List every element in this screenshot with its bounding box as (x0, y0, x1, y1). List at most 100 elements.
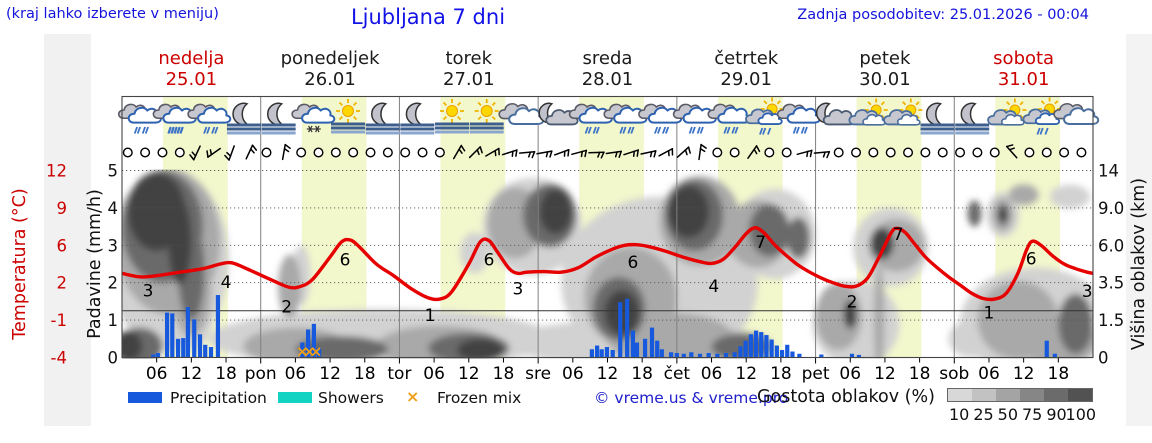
svg-text:18: 18 (493, 364, 515, 384)
sun-rain-icon (1022, 97, 1062, 135)
svg-text:06: 06 (701, 364, 723, 384)
wind-barb-icon (452, 144, 466, 160)
wind-calm-icon (261, 147, 272, 158)
svg-text:06: 06 (562, 364, 584, 384)
wind-barb-icon (485, 147, 500, 157)
sun-rain-icon (745, 97, 784, 135)
wind-calm-icon (712, 147, 723, 158)
rain-icon (672, 103, 717, 134)
day-header: petek 30.01 (816, 48, 955, 90)
svg-text:3: 3 (108, 236, 119, 255)
cloud-density-step (996, 389, 1020, 401)
precipitation-bars (151, 295, 1057, 358)
day-date: 26.01 (304, 69, 356, 90)
svg-text:1: 1 (984, 304, 995, 324)
svg-text:14: 14 (1098, 162, 1119, 181)
svg-text:6: 6 (340, 250, 351, 270)
svg-text:6.0: 6.0 (1098, 236, 1124, 255)
svg-text:pet: pet (802, 364, 830, 384)
rain-icon (638, 103, 683, 134)
svg-text:9.0: 9.0 (1098, 199, 1124, 218)
precipitation-swatch (128, 392, 162, 403)
rain-icon (776, 103, 821, 134)
wind-calm-icon (157, 147, 168, 158)
svg-text:18: 18 (215, 364, 237, 384)
wind-calm-icon (122, 147, 133, 158)
sun-fog-icon (469, 99, 504, 134)
wind-calm-icon (729, 147, 740, 158)
wind-row (122, 143, 1087, 161)
svg-text:4: 4 (221, 273, 232, 293)
svg-text:6: 6 (484, 250, 495, 270)
cloud-density-step (1068, 389, 1092, 401)
svg-text:6: 6 (57, 236, 68, 255)
wind-barb-icon (796, 149, 813, 158)
wind-calm-icon (382, 147, 393, 158)
right-axis-strip (1126, 34, 1152, 426)
wind-calm-icon (833, 147, 844, 158)
wind-barb-icon (640, 150, 657, 158)
day-header: nedelja 25.01 (122, 48, 261, 90)
svg-text:12: 12 (319, 364, 341, 384)
svg-text:06: 06 (423, 364, 445, 384)
wind-calm-icon (417, 147, 428, 158)
wind-barb-icon (658, 147, 674, 157)
day-date: 25.01 (165, 69, 218, 90)
cloud-density-step (1020, 389, 1044, 401)
wind-calm-icon (1024, 147, 1035, 158)
svg-text:pon: pon (245, 364, 277, 384)
wind-barb-icon (605, 150, 622, 158)
sun-fog-icon (330, 99, 365, 134)
wind-barb-icon (747, 145, 761, 159)
svg-text:×: × (296, 343, 309, 361)
rain-icon (187, 103, 232, 134)
day-name: četrtek (714, 48, 779, 69)
frozen-mix-markers: ××× (296, 343, 322, 361)
cloudy-icon (1053, 103, 1100, 125)
bottom-axis: 06 12 18 06 12 18 06 12 18 06 12 18 06 12 18 06 12 18 06 12… (146, 357, 1070, 384)
svg-text:4: 4 (108, 199, 119, 218)
last-update: Zadnja posodobitev: 25.01.2026 - 00:04 (797, 7, 1089, 23)
wind-barb-icon (206, 147, 221, 158)
day-date: 29.01 (720, 69, 772, 90)
grid (122, 96, 1093, 358)
wind-calm-icon (868, 147, 879, 158)
svg-text:9: 9 (57, 199, 68, 218)
wind-calm-icon (972, 147, 983, 158)
svg-text:7: 7 (893, 225, 904, 245)
svg-text:1: 1 (108, 311, 119, 330)
wind-barb-icon (698, 143, 707, 161)
cloud-density-step-value: 75 (1021, 405, 1043, 424)
svg-text:06: 06 (839, 364, 861, 384)
svg-text:sre: sre (525, 364, 551, 384)
rain-icon (603, 103, 648, 134)
precipitation-axis-label: Padavine (mm/h) (85, 189, 105, 339)
copyright-link[interactable]: © vreme.us & vreme.pro (594, 389, 789, 407)
svg-text:12: 12 (458, 364, 480, 384)
svg-text:06: 06 (978, 364, 1000, 384)
sun-fog-icon (435, 99, 470, 134)
sun-cloud-icon (883, 98, 923, 126)
wind-calm-icon (296, 147, 307, 158)
wind-barb-icon (676, 146, 691, 158)
svg-text:06: 06 (146, 364, 168, 384)
wind-calm-icon (313, 147, 324, 158)
svg-text:18: 18 (909, 364, 931, 384)
svg-text:6: 6 (1026, 250, 1037, 270)
wind-calm-icon (330, 147, 341, 158)
frozen-mix-legend-label: Frozen mix (437, 389, 522, 407)
svg-text:18: 18 (770, 364, 792, 384)
svg-text:18: 18 (1048, 364, 1070, 384)
wind-barb-icon (189, 145, 201, 161)
cloud-density-gradient-bar (947, 388, 1093, 402)
svg-text:3: 3 (1082, 282, 1093, 302)
wind-calm-icon (885, 147, 896, 158)
day-date: 28.01 (581, 69, 634, 90)
wind-barb-icon (571, 149, 588, 158)
day-name: ponedeljek (280, 48, 380, 69)
temperature-curve (122, 226, 1093, 302)
wind-barb-icon (588, 151, 605, 159)
svg-text:sob: sob (939, 364, 969, 384)
